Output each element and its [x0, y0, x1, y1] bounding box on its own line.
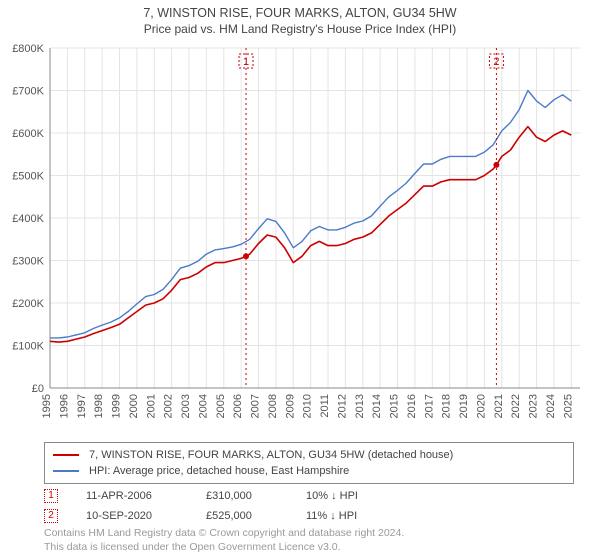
svg-text:£400K: £400K [12, 213, 44, 225]
svg-text:2012: 2012 [336, 394, 348, 418]
svg-text:2020: 2020 [475, 394, 487, 418]
price-chart: 1995 1996 1997 1998 1999 2000 2001 2002 2003 2004… [0, 44, 600, 438]
svg-text:2015: 2015 [389, 394, 401, 418]
svg-text:2016: 2016 [406, 394, 418, 418]
svg-text:1: 1 [243, 56, 249, 68]
sale-row: 1 11-APR-2006£310,00010% ↓ HPI [44, 486, 556, 506]
svg-text:2009: 2009 [284, 394, 296, 418]
sale-hpi-delta: 10% ↓ HPI [306, 490, 426, 502]
svg-text:2005: 2005 [215, 394, 227, 418]
sale-marker: 1 [44, 489, 58, 503]
legend-swatch [53, 470, 79, 472]
svg-text:£700K: £700K [12, 86, 44, 98]
legend: 7, WINSTON RISE, FOUR MARKS, ALTON, GU34… [44, 442, 574, 484]
svg-text:£300K: £300K [12, 256, 44, 268]
svg-text:2023: 2023 [528, 394, 540, 418]
svg-text:2019: 2019 [458, 394, 470, 418]
svg-text:2022: 2022 [510, 394, 522, 418]
svg-text:£500K: £500K [12, 171, 44, 183]
svg-text:1999: 1999 [111, 394, 123, 418]
svg-text:2001: 2001 [145, 394, 157, 418]
sale-hpi-delta: 11% ↓ HPI [306, 510, 426, 522]
svg-text:2013: 2013 [354, 394, 366, 418]
svg-text:2: 2 [493, 56, 499, 68]
svg-text:2003: 2003 [180, 394, 192, 418]
svg-text:2006: 2006 [232, 394, 244, 418]
sales-table: 1 11-APR-2006£310,00010% ↓ HPI 2 10-SEP-202… [44, 486, 556, 526]
legend-label: 7, WINSTON RISE, FOUR MARKS, ALTON, GU34… [89, 449, 453, 461]
footer-line-2: This data is licensed under the Open Gov… [44, 540, 556, 554]
svg-text:2024: 2024 [545, 394, 557, 418]
svg-text:2008: 2008 [267, 394, 279, 418]
svg-text:1996: 1996 [58, 394, 70, 418]
legend-item: HPI: Average price, detached house, East… [53, 463, 565, 479]
svg-text:£100K: £100K [12, 341, 44, 353]
sale-price: £310,000 [206, 490, 306, 502]
page-title: 7, WINSTON RISE, FOUR MARKS, ALTON, GU34… [0, 6, 600, 20]
svg-text:2014: 2014 [371, 394, 383, 418]
legend-swatch [53, 454, 79, 456]
legend-item: 7, WINSTON RISE, FOUR MARKS, ALTON, GU34… [53, 447, 565, 463]
svg-text:1998: 1998 [93, 394, 105, 418]
svg-text:2000: 2000 [128, 394, 140, 418]
page-subtitle: Price paid vs. HM Land Registry's House … [0, 22, 600, 36]
sale-marker: 2 [44, 509, 58, 523]
svg-text:2010: 2010 [302, 394, 314, 418]
svg-text:2017: 2017 [423, 394, 435, 418]
svg-text:£600K: £600K [12, 128, 44, 140]
footer-attribution: Contains HM Land Registry data © Crown c… [44, 526, 556, 554]
legend-label: HPI: Average price, detached house, East… [89, 465, 349, 477]
svg-text:1995: 1995 [41, 394, 53, 418]
svg-text:2004: 2004 [197, 394, 209, 418]
sale-date: 11-APR-2006 [86, 490, 206, 502]
svg-text:£0: £0 [32, 383, 44, 395]
svg-text:£800K: £800K [12, 44, 44, 55]
sale-row: 2 10-SEP-2020£525,00011% ↓ HPI [44, 506, 556, 526]
footer-line-1: Contains HM Land Registry data © Crown c… [44, 526, 556, 540]
svg-text:£200K: £200K [12, 298, 44, 310]
svg-text:2018: 2018 [441, 394, 453, 418]
svg-text:2007: 2007 [250, 394, 262, 418]
svg-text:2025: 2025 [562, 394, 574, 418]
svg-text:2002: 2002 [163, 394, 175, 418]
sale-price: £525,000 [206, 510, 306, 522]
sale-date: 10-SEP-2020 [86, 510, 206, 522]
svg-text:2011: 2011 [319, 394, 331, 418]
svg-text:2021: 2021 [493, 394, 505, 418]
svg-text:1997: 1997 [76, 394, 88, 418]
